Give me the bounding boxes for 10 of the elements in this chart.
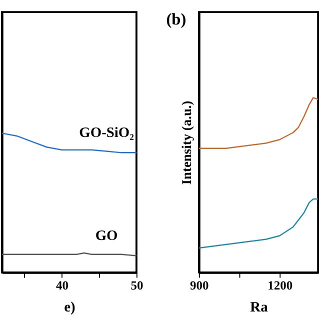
x-tick-label: 900 <box>190 278 209 292</box>
x-tick-label: 1200 <box>268 278 293 292</box>
x-axis-title: e) <box>64 299 76 316</box>
series-label: GO <box>95 228 118 244</box>
y-axis-title: Intensity (a.u.) <box>178 100 194 185</box>
x-tick-label: 50 <box>130 278 144 292</box>
series-label: GO-SiO₂ <box>79 124 134 141</box>
x-tick-label: 40 <box>56 278 68 292</box>
text: (b) <box>166 10 186 29</box>
x-axis-title: Ra <box>250 299 268 316</box>
